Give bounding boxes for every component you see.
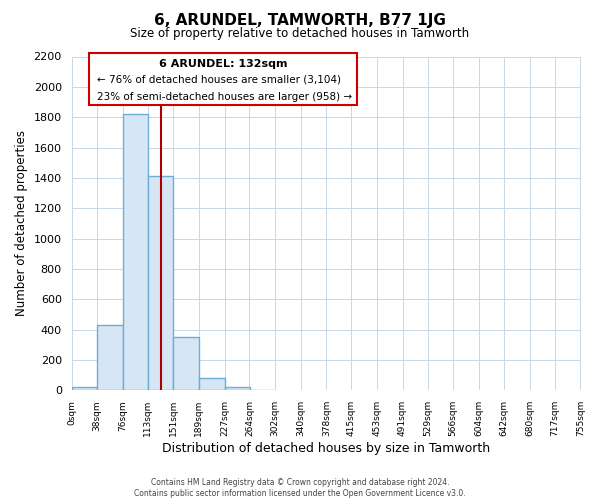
Text: 23% of semi-detached houses are larger (958) →: 23% of semi-detached houses are larger (… bbox=[97, 92, 352, 102]
Text: 6, ARUNDEL, TAMWORTH, B77 1JG: 6, ARUNDEL, TAMWORTH, B77 1JG bbox=[154, 12, 446, 28]
Bar bbox=[199, 378, 224, 390]
Bar bbox=[71, 388, 97, 390]
Bar bbox=[148, 176, 173, 390]
X-axis label: Distribution of detached houses by size in Tamworth: Distribution of detached houses by size … bbox=[162, 442, 490, 455]
Text: 6 ARUNDEL: 132sqm: 6 ARUNDEL: 132sqm bbox=[158, 60, 287, 70]
Bar bbox=[123, 114, 148, 390]
Bar bbox=[97, 325, 123, 390]
Y-axis label: Number of detached properties: Number of detached properties bbox=[15, 130, 28, 316]
Text: Size of property relative to detached houses in Tamworth: Size of property relative to detached ho… bbox=[130, 28, 470, 40]
Text: Contains HM Land Registry data © Crown copyright and database right 2024.
Contai: Contains HM Land Registry data © Crown c… bbox=[134, 478, 466, 498]
Bar bbox=[224, 386, 250, 390]
Text: ← 76% of detached houses are smaller (3,104): ← 76% of detached houses are smaller (3,… bbox=[97, 75, 341, 85]
Bar bbox=[173, 337, 199, 390]
FancyBboxPatch shape bbox=[89, 53, 356, 105]
